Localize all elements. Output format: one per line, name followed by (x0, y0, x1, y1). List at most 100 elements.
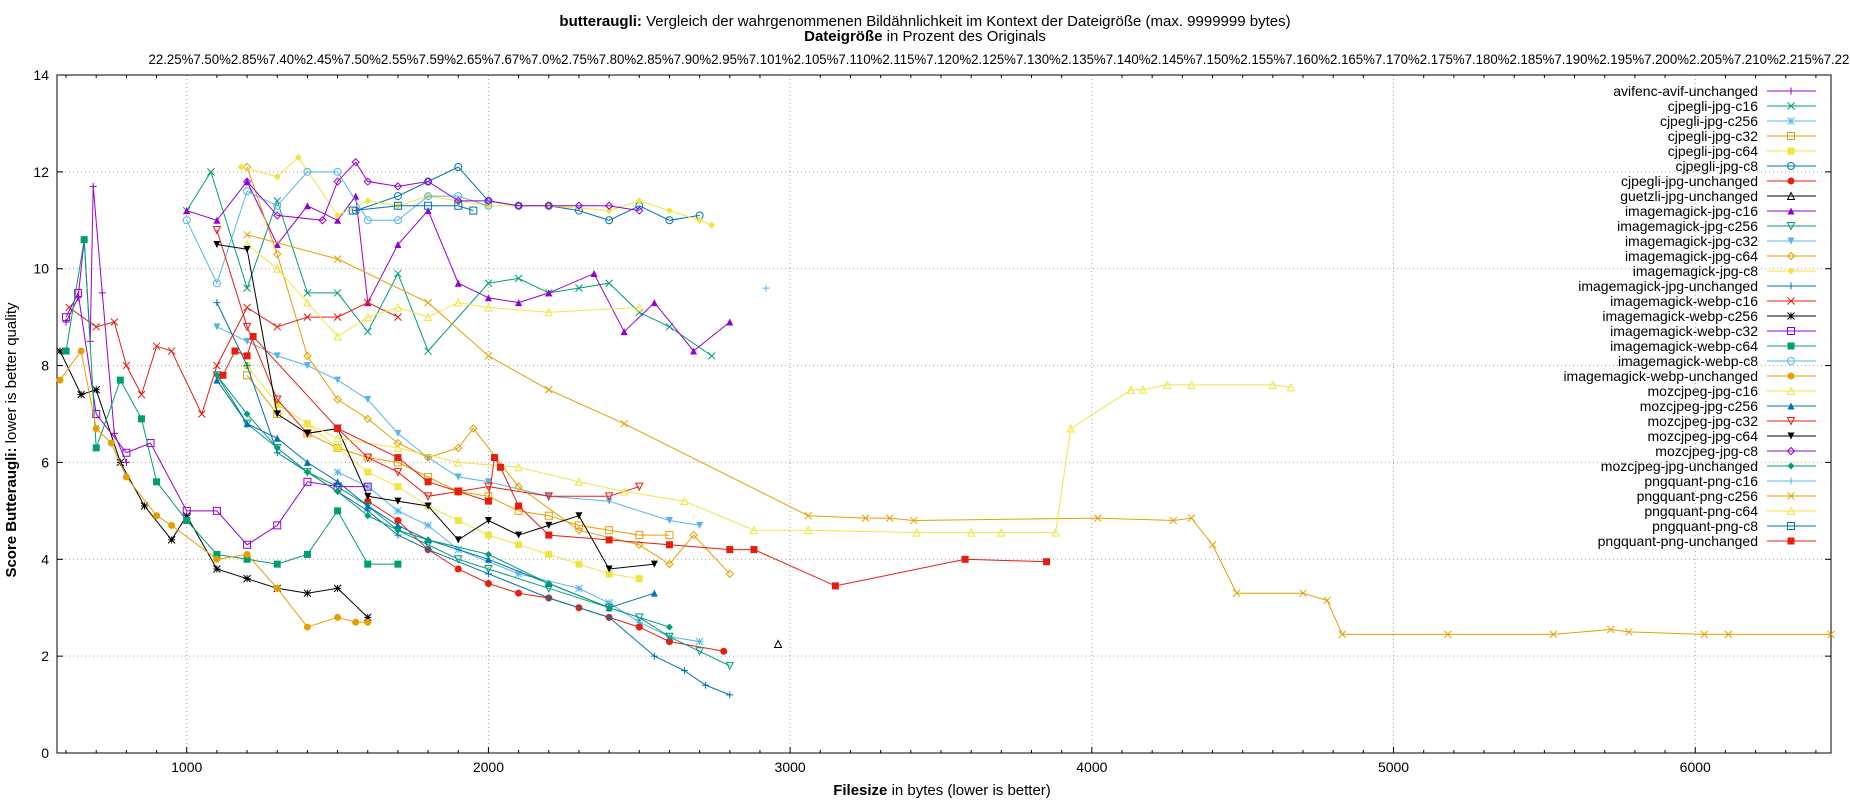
legend-item: mozcjpeg-jpg-c32 (1648, 413, 1816, 429)
legend-label: cjpegli-jpg-c256 (1660, 113, 1758, 129)
legend-label: imagemagick-webp-c8 (1618, 353, 1758, 369)
series-line (186, 180, 731, 352)
data-point (484, 555, 492, 563)
series-line (59, 349, 368, 628)
data-point (334, 444, 342, 452)
data-point (213, 241, 221, 248)
legend-item: cjpegli-jpg-c32 (1668, 128, 1816, 144)
data-point (394, 454, 402, 462)
data-point (762, 284, 770, 292)
data-point (634, 613, 644, 623)
data-point (454, 196, 463, 206)
data-point (394, 526, 402, 534)
x-axis-ticks: 1000 2000 3000 4000 5000 6000 (171, 759, 1711, 775)
legend-label: imagemagick-webp-c16 (1610, 293, 1758, 309)
data-point (544, 511, 553, 520)
data-point (213, 555, 221, 563)
data-point (665, 531, 674, 540)
data-point (514, 201, 523, 210)
data-point (1787, 522, 1795, 530)
data-point (454, 473, 462, 481)
legend-item: cjpegli-jpg-c64 (1668, 143, 1816, 159)
data-point (364, 197, 372, 205)
legend-item: imagemagick-webp-unchanged (1563, 368, 1816, 384)
data-point (1724, 630, 1733, 639)
data-point (183, 207, 191, 215)
data-point (62, 313, 71, 322)
series-imagemagick-jpg-c64 (242, 162, 735, 579)
data-point (167, 347, 176, 355)
data-point (212, 279, 221, 288)
data-point (1787, 372, 1795, 380)
data-point (1268, 380, 1278, 389)
data-point (393, 468, 403, 477)
data-point (153, 512, 161, 520)
data-point (605, 613, 613, 621)
data-point (273, 410, 281, 418)
legend-item: imagemagick-webp-c16 (1610, 293, 1816, 309)
legend-label: mozcjpeg-jpg-c16 (1648, 383, 1759, 399)
data-point (152, 342, 161, 351)
data-point (1787, 327, 1795, 335)
data-point (213, 376, 221, 384)
x-tick-label: 2000 (473, 759, 504, 775)
data-point (1787, 132, 1795, 140)
data-point (423, 177, 433, 186)
data-point (545, 531, 553, 539)
data-point (303, 550, 311, 558)
data-point (650, 652, 658, 660)
data-point (515, 299, 523, 307)
data-point (490, 454, 498, 462)
data-point (680, 496, 689, 506)
data-point (77, 347, 85, 355)
data-point (725, 569, 735, 579)
data-point (1786, 191, 1796, 200)
legend-item: imagemagick-jpg-c32 (1625, 233, 1816, 249)
data-point (1051, 528, 1060, 537)
data-point (273, 444, 281, 452)
series-cjpegli-jpg-unchanged (364, 497, 728, 655)
data-point (98, 289, 106, 297)
data-point (393, 443, 403, 452)
data-point (168, 521, 176, 529)
data-point (454, 163, 463, 172)
data-point (1787, 117, 1795, 125)
data-point (544, 201, 553, 210)
data-point (393, 216, 402, 225)
data-point (575, 584, 583, 593)
data-point (122, 473, 130, 481)
data-point (394, 313, 402, 321)
data-point (620, 328, 628, 336)
data-point (243, 284, 251, 292)
data-point (273, 322, 282, 331)
series-imagemagick-webp-c8 (182, 167, 493, 288)
legend-item: imagemagick-jpg-c8 (1633, 263, 1816, 279)
data-point (243, 337, 251, 345)
data-point (110, 318, 119, 326)
data-point (635, 575, 643, 583)
data-point (303, 429, 311, 437)
data-point (574, 206, 583, 215)
data-point (1299, 589, 1307, 598)
series-cjpegli-jpg-c64 (243, 362, 643, 583)
data-point (1787, 237, 1795, 245)
data-point (348, 206, 357, 215)
series-line (246, 244, 640, 338)
data-point (605, 570, 613, 578)
data-point (424, 298, 432, 307)
data-point (620, 419, 629, 428)
data-point (545, 521, 553, 529)
data-point (364, 502, 372, 510)
data-point (243, 555, 251, 563)
data-point (1700, 630, 1709, 639)
legend-item: mozcjpeg-jpg-unchanged (1601, 458, 1816, 474)
legend-item: mozcjpeg-jpg-c64 (1648, 428, 1816, 444)
data-point (574, 477, 584, 486)
y-tick-label: 8 (41, 358, 49, 374)
data-point (605, 536, 613, 544)
series-line (246, 365, 640, 580)
series-line (246, 234, 1831, 635)
data-point (122, 448, 131, 457)
data-point (961, 555, 969, 563)
data-point (726, 691, 734, 699)
